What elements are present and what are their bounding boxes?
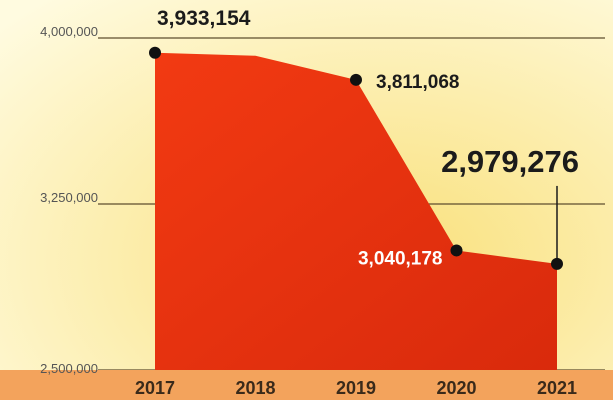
x-tick-label: 2019 [336, 378, 376, 398]
area-fill [155, 52, 557, 370]
data-markers [149, 46, 563, 270]
x-tick-label: 2021 [537, 378, 577, 398]
x-tick-label: 2017 [135, 378, 175, 398]
x-axis-band-fill [0, 370, 613, 400]
data-point-marker [350, 73, 362, 86]
data-point-marker [149, 46, 161, 59]
x-tick-label: 2020 [436, 378, 476, 398]
y-tick-label: 4,000,000 [40, 24, 98, 39]
data-label: 3,933,154 [157, 7, 251, 30]
data-label: 3,040,178 [358, 248, 443, 269]
data-labels: 3,933,154 3,811,068 3,040,178 2,979,276 [157, 7, 579, 270]
data-label: 2,979,276 [441, 144, 579, 179]
y-tick-label: 2,500,000 [40, 361, 98, 376]
x-tick-label: 2018 [235, 378, 275, 398]
data-label: 3,811,068 [376, 72, 459, 93]
data-point-marker [551, 257, 563, 270]
data-point-marker [450, 244, 463, 257]
y-tick-label: 3,250,000 [40, 190, 98, 205]
area-series [155, 52, 557, 370]
x-axis: 2017 2018 2019 2020 2021 [135, 378, 577, 398]
y-axis: 2,500,000 3,250,000 4,000,000 [40, 24, 98, 376]
x-axis-band [0, 370, 613, 400]
